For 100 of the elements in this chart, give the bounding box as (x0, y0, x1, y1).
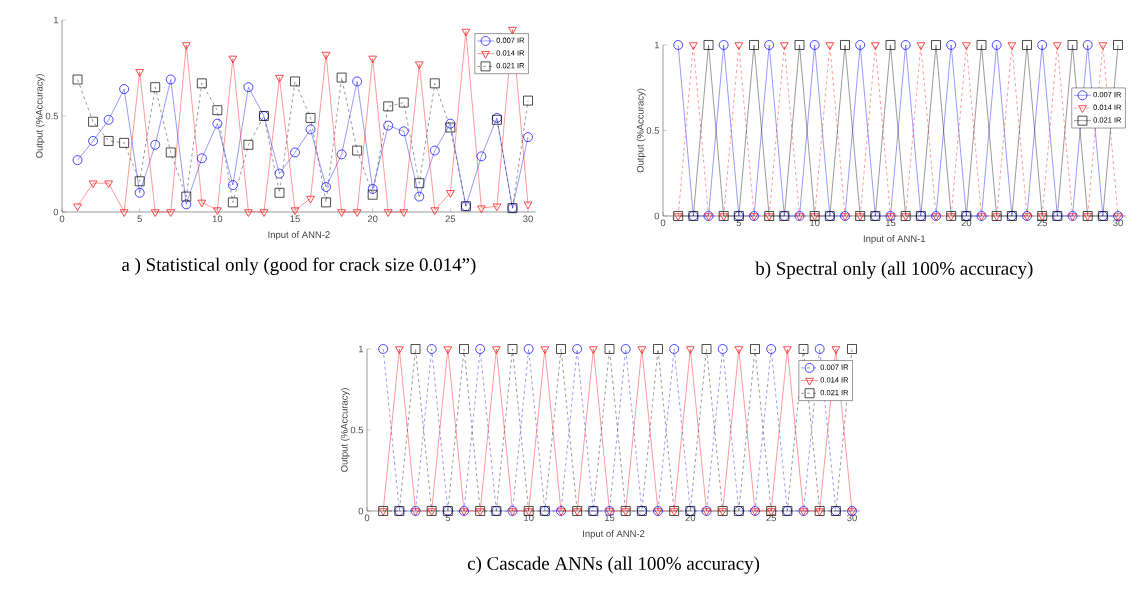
point (88, 180, 98, 189)
x-tick-label: 0 (59, 215, 65, 223)
point (228, 197, 238, 208)
point (383, 101, 394, 112)
x-tick-label: 10 (810, 219, 820, 227)
y-tick-label: 0.5 (350, 426, 364, 434)
y-tick-label: 1 (358, 345, 364, 353)
point (88, 116, 98, 127)
point (150, 82, 161, 93)
point (243, 139, 254, 150)
x-tick-label: 10 (524, 514, 534, 522)
point (492, 203, 502, 212)
point (73, 203, 82, 212)
point (477, 205, 486, 213)
x-tick-label: 15 (290, 215, 300, 223)
x-tick-label: 5 (445, 514, 451, 522)
point (414, 191, 425, 202)
point (274, 187, 285, 198)
y-tick-label: 0.5 (646, 127, 660, 134)
point (336, 72, 347, 83)
point (415, 61, 424, 69)
point (352, 209, 362, 217)
x-tick-label: 0 (364, 514, 370, 522)
y-tick-label: 0 (53, 208, 59, 216)
point (181, 199, 192, 210)
point (134, 187, 145, 198)
point (150, 139, 161, 150)
point (429, 145, 440, 156)
point (119, 84, 129, 94)
point (445, 122, 456, 133)
point (212, 118, 223, 129)
point (523, 132, 533, 142)
y-axis-title: Output (%Accuracy) (340, 388, 350, 472)
point (398, 126, 409, 137)
x-tick-label: 25 (445, 215, 456, 223)
point (290, 147, 300, 158)
point (476, 151, 487, 162)
point (445, 118, 456, 129)
point (367, 184, 378, 194)
point (508, 26, 517, 35)
point (321, 197, 331, 208)
point (166, 209, 175, 217)
point (275, 74, 284, 83)
x-tick-label: 10 (212, 215, 223, 223)
point (196, 153, 207, 164)
point (429, 78, 440, 89)
point (446, 190, 455, 198)
point (244, 209, 253, 217)
x-axis-title: Input of ANN-2 (583, 530, 645, 539)
point (368, 55, 377, 64)
y-axis-title: Output (%Accuracy) (35, 74, 45, 158)
point (181, 191, 192, 202)
point (430, 207, 440, 215)
y-tick-label: 0.5 (45, 112, 59, 120)
point (88, 136, 98, 146)
point (383, 209, 393, 217)
point (135, 69, 144, 77)
point (461, 28, 471, 37)
x-tick-label: 15 (885, 219, 896, 227)
y-tick-label: 1 (654, 41, 660, 49)
point (399, 209, 408, 217)
point (274, 168, 285, 179)
point (103, 114, 114, 125)
point (72, 155, 83, 165)
point (196, 78, 207, 89)
point (383, 120, 394, 131)
point (165, 74, 176, 85)
point (337, 209, 346, 217)
point (212, 105, 223, 116)
y-tick-label: 1 (53, 16, 59, 24)
x-tick-label: 20 (961, 219, 972, 227)
text: c) Cascade ANNs (all 100% accuracy) (467, 556, 760, 574)
point (119, 209, 129, 217)
point (290, 207, 300, 215)
point (367, 189, 378, 200)
point (134, 176, 145, 187)
x-tick-label: 30 (847, 514, 857, 522)
point (305, 113, 316, 123)
x-tick-label: 20 (685, 514, 696, 522)
y-tick-label: 0 (358, 507, 364, 515)
x-axis-title: Input of ANN-2 (268, 231, 330, 240)
point (305, 124, 316, 135)
x-tick-label: 30 (1113, 219, 1123, 227)
point (352, 145, 362, 156)
point (523, 95, 533, 106)
x-tick-label: 30 (523, 215, 533, 223)
point (197, 199, 207, 208)
point (104, 180, 113, 189)
text: a ) Statistical only (good for crack size 0.014”) (122, 257, 476, 275)
point (119, 138, 129, 148)
point (336, 149, 347, 160)
point (72, 74, 83, 85)
y-axis-title: Output (%Accuracy) (636, 88, 646, 173)
point (414, 178, 425, 189)
point (182, 42, 191, 50)
point (523, 201, 533, 210)
x-tick-label: 25 (1037, 219, 1048, 227)
point (213, 207, 222, 215)
point (321, 182, 331, 192)
point (103, 136, 114, 146)
